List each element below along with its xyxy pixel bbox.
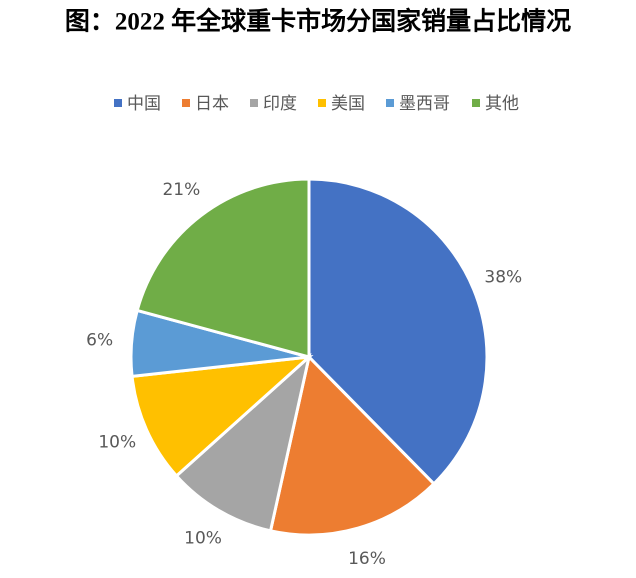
legend-marker [250,99,258,107]
pie-slice [307,177,489,486]
legend-marker [318,99,326,107]
data-label: 16% [348,549,386,569]
data-label: 10% [98,433,136,453]
legend-label: 印度 [263,94,297,114]
legend-marker [114,99,122,107]
pie-slice [130,355,314,478]
chart-title: 图：2022 年全球重卡市场分国家销量占比情况 [65,7,571,36]
legend-label: 美国 [331,94,365,114]
legend-marker [386,99,394,107]
data-label: 10% [184,528,222,548]
data-label: 38% [484,267,522,287]
pie-slice [174,352,312,533]
pie-slice [268,353,437,537]
legend-label: 墨西哥 [399,94,450,114]
data-label: 6% [86,331,113,351]
legend-marker [472,99,480,107]
legend-label: 日本 [195,94,229,114]
legend-label: 中国 [127,94,161,114]
data-label: 21% [162,180,200,200]
legend-marker [182,99,190,107]
pie-slice [135,177,311,359]
legend-label: 其他 [485,94,519,114]
